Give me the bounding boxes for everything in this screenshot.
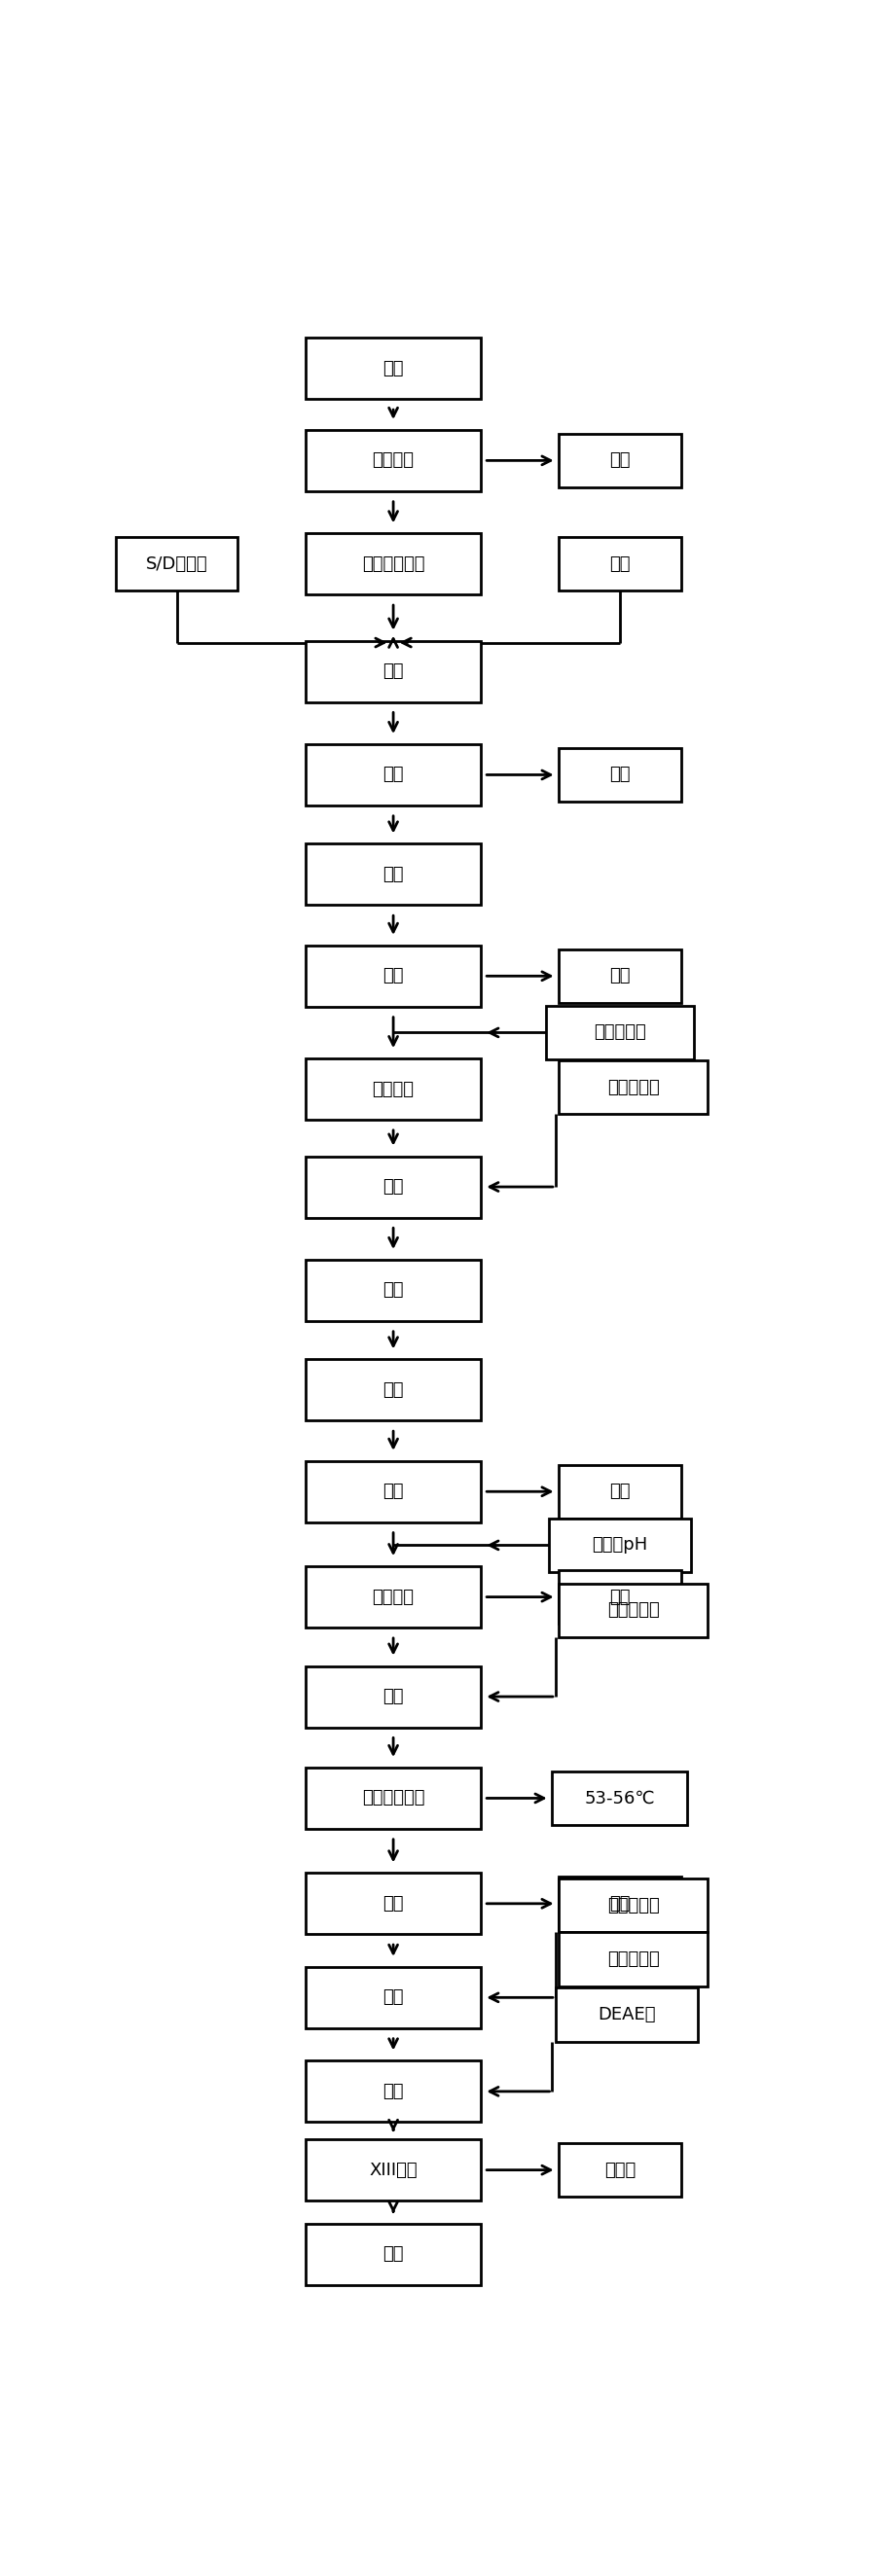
Text: 血液: 血液 xyxy=(383,361,403,376)
Text: 保护剂: 保护剂 xyxy=(604,2161,636,2179)
Bar xyxy=(559,1878,708,1932)
Bar xyxy=(559,1584,708,1638)
Text: 沉淠: 沉淠 xyxy=(383,1381,403,1399)
Bar xyxy=(559,1466,681,1517)
Text: 降温: 降温 xyxy=(383,866,403,884)
Bar xyxy=(559,433,681,487)
Bar xyxy=(306,641,481,703)
Text: 清液: 清液 xyxy=(383,2081,403,2099)
Bar xyxy=(306,1360,481,1419)
Text: 沉淀: 沉淀 xyxy=(609,1896,630,1911)
Text: 乙酸调pH: 乙酸调pH xyxy=(592,1535,648,1553)
Bar xyxy=(306,1461,481,1522)
Bar xyxy=(306,1667,481,1728)
Bar xyxy=(306,845,481,904)
Text: 冻干: 冻干 xyxy=(383,2246,403,2264)
Text: 二次溶解剂: 二次溶解剂 xyxy=(608,1602,660,1620)
Bar xyxy=(306,337,481,399)
Bar xyxy=(306,1566,481,1628)
Bar xyxy=(559,1061,708,1113)
Text: 沉淠: 沉淠 xyxy=(383,1687,403,1705)
Text: DEAE柱: DEAE柱 xyxy=(598,2007,656,2025)
Bar xyxy=(306,744,481,806)
Text: S/D灭活剂: S/D灭活剂 xyxy=(146,556,208,572)
Text: 固体硫酸铵: 固体硫酸铵 xyxy=(608,1896,660,1914)
Text: 沉淀: 沉淀 xyxy=(609,966,630,984)
Text: 沉淀: 沉淀 xyxy=(609,765,630,783)
Text: 沉淠: 沉淠 xyxy=(383,1989,403,2007)
Text: 离心: 离心 xyxy=(383,1484,403,1499)
Text: 离心: 离心 xyxy=(383,1896,403,1911)
Text: 一次溶解剂: 一次溶解剂 xyxy=(608,1079,660,1095)
Bar xyxy=(306,1260,481,1321)
Text: 离心分离: 离心分离 xyxy=(373,451,414,469)
Text: 沉淀: 沉淀 xyxy=(609,1484,630,1499)
Text: 三次溶解剂: 三次溶解剂 xyxy=(608,1950,660,1968)
Bar xyxy=(549,1517,691,1571)
Bar xyxy=(559,2143,681,2197)
Bar xyxy=(559,1932,708,1986)
Bar xyxy=(553,1772,688,1824)
Bar xyxy=(559,538,681,590)
Text: 助剂: 助剂 xyxy=(609,556,630,572)
Bar xyxy=(559,1571,681,1623)
Bar xyxy=(306,2223,481,2285)
Text: 清液: 清液 xyxy=(609,1589,630,1605)
Text: 饱和硫酸铵: 饱和硫酸铵 xyxy=(594,1023,646,1041)
Bar xyxy=(306,1767,481,1829)
Text: 灭活: 灭活 xyxy=(383,662,403,680)
Bar xyxy=(559,948,681,1002)
Text: 53-56℃: 53-56℃ xyxy=(585,1790,656,1806)
Bar xyxy=(306,2138,481,2200)
Bar xyxy=(116,538,237,590)
Bar xyxy=(555,1989,698,2043)
Bar xyxy=(306,430,481,492)
Bar xyxy=(559,747,681,801)
Bar xyxy=(306,2061,481,2123)
Bar xyxy=(306,1059,481,1121)
Bar xyxy=(306,1157,481,1218)
Text: 离心: 离心 xyxy=(383,1283,403,1298)
Text: 二次沉降: 二次沉降 xyxy=(373,1589,414,1605)
Text: 离心: 离心 xyxy=(383,765,403,783)
Bar xyxy=(306,945,481,1007)
Text: XIII溦液: XIII溦液 xyxy=(369,2161,417,2179)
Bar xyxy=(546,1005,694,1059)
Text: 一次沉降: 一次沉降 xyxy=(373,1079,414,1097)
Bar xyxy=(559,1878,681,1929)
Bar xyxy=(306,1968,481,2027)
Text: 血球: 血球 xyxy=(609,451,630,469)
Text: 上清抗凝血浆: 上清抗凝血浆 xyxy=(362,556,424,572)
Text: 沉淠: 沉淠 xyxy=(383,1177,403,1195)
Text: 二次溶解清液: 二次溶解清液 xyxy=(362,1790,424,1806)
Bar xyxy=(306,533,481,595)
Bar xyxy=(306,1873,481,1935)
Text: 离心: 离心 xyxy=(383,966,403,984)
